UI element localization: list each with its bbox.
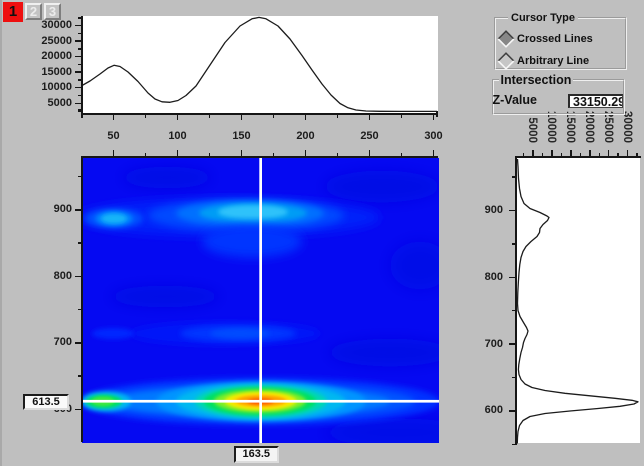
svg-text:20000: 20000: [583, 111, 595, 143]
svg-text:10000: 10000: [545, 111, 557, 143]
svg-text:15000: 15000: [564, 111, 576, 143]
svg-text:25000: 25000: [602, 111, 614, 143]
svg-text:30000: 30000: [621, 111, 633, 143]
svg-text:5000: 5000: [526, 117, 538, 143]
